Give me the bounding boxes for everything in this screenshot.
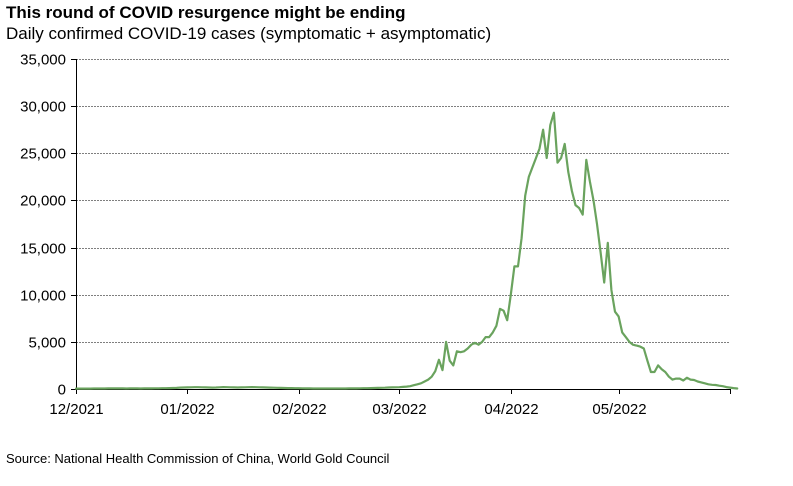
x-axis: 12/2021 01/2022 02/2022 03/2022 04/2022 05/20…	[49, 389, 731, 418]
y-tick-label: 20,000	[20, 193, 66, 210]
series-group	[74, 111, 739, 390]
chart-title: This round of COVID resurgence might be …	[6, 3, 406, 22]
chart-subtitle: Daily confirmed COVID-19 cases (symptoma…	[6, 24, 492, 43]
gridlines	[76, 59, 730, 343]
y-tick-label: 5,000	[28, 335, 66, 352]
y-tick-label: 15,000	[20, 241, 66, 258]
series-line-daily-cases	[74, 111, 739, 390]
x-tick-label: 01/2022	[160, 401, 214, 418]
y-tick-label: 30,000	[20, 99, 66, 116]
y-axis: 0 5,000 10,000 15,000 20,000 25,000 30,000 35,0…	[20, 52, 77, 399]
y-tick-label: 25,000	[20, 146, 66, 163]
x-tick-label: 05/2022	[592, 401, 646, 418]
x-tick-label: 04/2022	[484, 401, 538, 418]
x-tick-label: 02/2022	[272, 401, 326, 418]
source-note: Source: National Health Commission of Ch…	[6, 451, 390, 466]
line-chart: 0 5,000 10,000 15,000 20,000 25,000 30,000 35,0…	[20, 52, 739, 418]
y-tick-label: 35,000	[20, 52, 66, 69]
x-tick-label: 03/2022	[372, 401, 426, 418]
x-tick-label: 12/2021	[49, 401, 103, 418]
y-tick-label: 10,000	[20, 288, 66, 305]
y-tick-label: 0	[58, 382, 66, 399]
